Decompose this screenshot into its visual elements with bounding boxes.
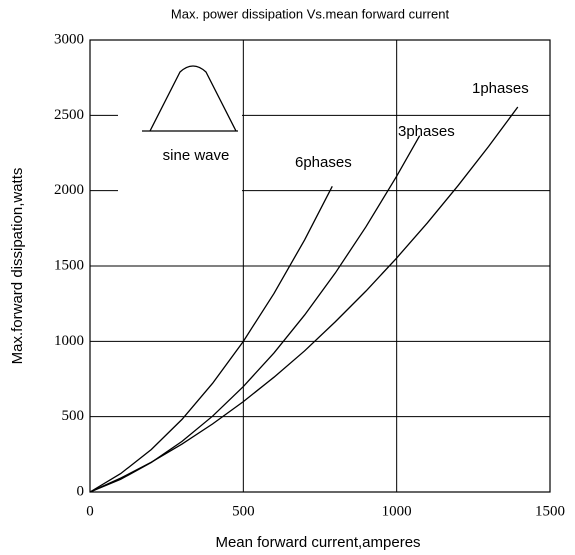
y-tick-label: 3000 [54,31,84,47]
series-label: 3phases [398,123,455,140]
y-tick-label: 500 [62,408,85,424]
x-axis-label: Mean forward current,amperes [215,534,420,551]
inset-label: sine wave [163,147,230,164]
y-tick-label: 2500 [54,107,84,123]
y-tick-label: 0 [77,483,85,499]
series-line [89,106,519,493]
plot-frame [89,39,551,493]
y-axis-label: Max.forward dissipation,watts [9,168,26,365]
y-tick-label: 1000 [54,333,84,349]
inset-box [118,60,242,192]
chart-title: Max. power dissipation Vs.mean forward c… [171,6,450,21]
y-tick-label: 1500 [54,257,84,273]
x-tick-label: 1500 [535,503,565,519]
series-label: 6phases [295,154,352,171]
series-line [89,185,333,493]
x-tick-label: 500 [232,503,255,519]
x-tick-label: 0 [86,503,94,519]
series-label: 1phases [472,80,529,97]
y-tick-label: 2000 [54,182,84,198]
sine-hump [149,65,237,132]
x-tick-label: 1000 [382,503,412,519]
